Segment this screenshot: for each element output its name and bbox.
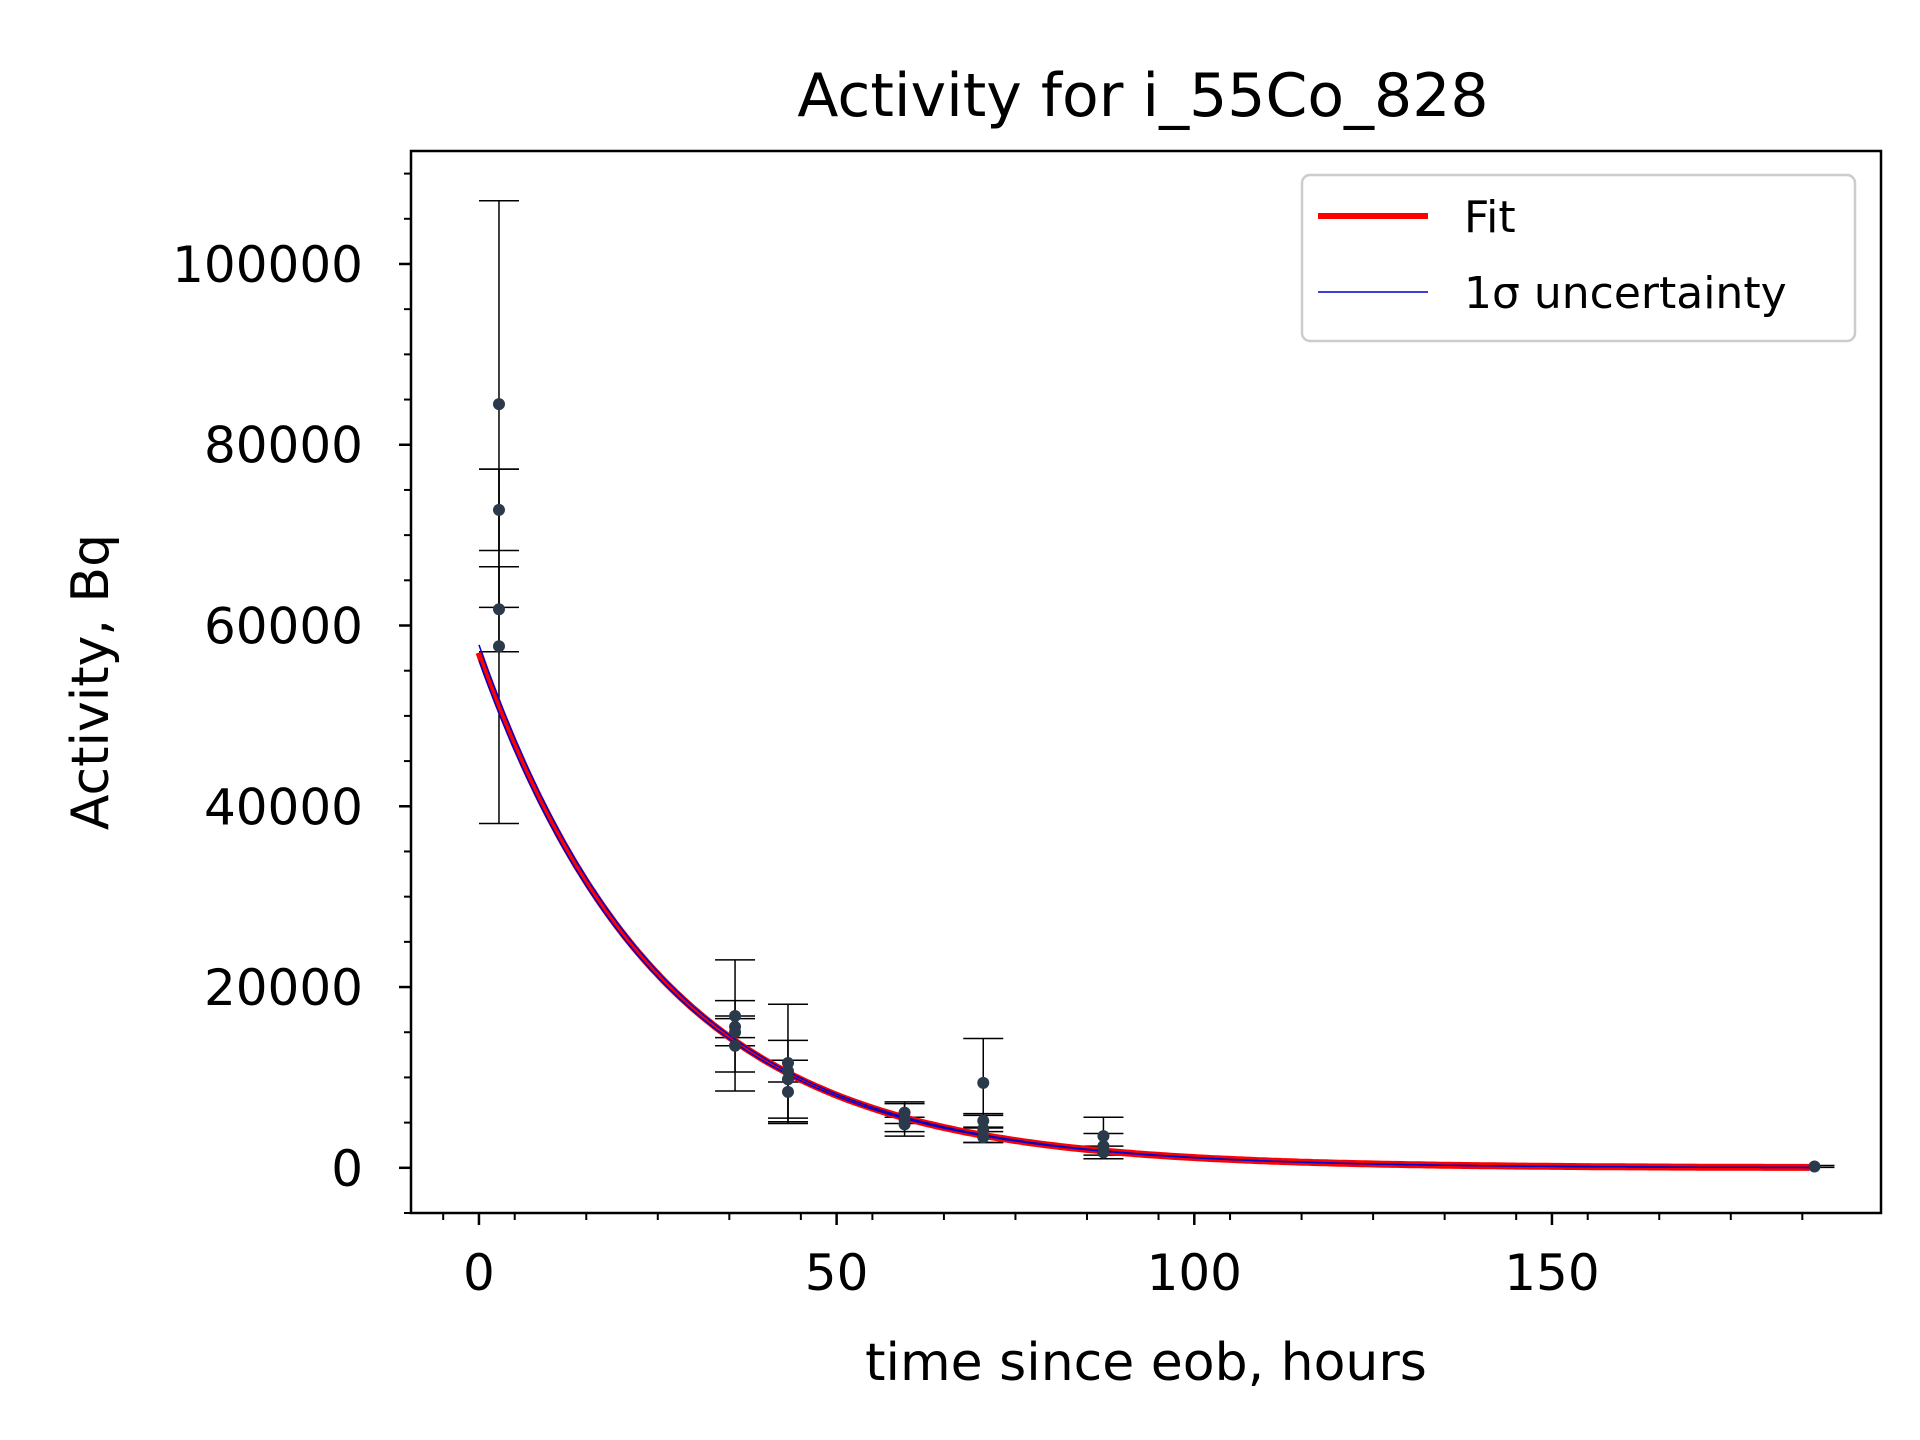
data-point xyxy=(781,1085,794,1098)
data-point xyxy=(977,1076,990,1089)
x-tick-label: 150 xyxy=(1504,1244,1599,1302)
uncertainty-lower-curve xyxy=(478,660,1810,1169)
x-tick-label: 100 xyxy=(1147,1244,1242,1302)
y-tick-label: 100000 xyxy=(172,236,363,294)
x-axis: 0 50 100 150 xyxy=(442,1213,1804,1302)
x-tick-label: 0 xyxy=(463,1244,495,1302)
x-tick-label: 50 xyxy=(805,1244,869,1302)
chart-title: Activity for i_55Co_828 xyxy=(797,61,1488,131)
data-point xyxy=(1097,1146,1110,1159)
y-tick-label: 0 xyxy=(331,1140,363,1198)
data-point xyxy=(1097,1130,1110,1143)
data-points xyxy=(492,398,1821,1173)
plot-frame xyxy=(409,149,1883,1215)
data-point xyxy=(729,1009,742,1022)
y-axis-label: Activity, Bq xyxy=(61,534,121,830)
data-point xyxy=(977,1131,990,1144)
data-point xyxy=(492,603,505,616)
y-tick-label: 40000 xyxy=(204,778,363,836)
data-point xyxy=(781,1073,794,1086)
y-tick-label: 60000 xyxy=(204,598,363,656)
legend-fit-label: Fit xyxy=(1464,192,1516,243)
data-point xyxy=(729,1026,742,1039)
data-point xyxy=(1808,1160,1821,1173)
y-tick-label: 80000 xyxy=(204,417,363,475)
legend: Fit 1σ uncertainty xyxy=(1300,173,1857,343)
data-point xyxy=(492,640,505,653)
data-point xyxy=(898,1118,911,1131)
data-point xyxy=(492,503,505,516)
x-axis-label: time since eob, hours xyxy=(865,1333,1427,1393)
legend-box xyxy=(1300,173,1857,343)
data-point xyxy=(492,398,505,411)
legend-uncertainty-label: 1σ uncertainty xyxy=(1464,268,1787,319)
data-point xyxy=(729,1039,742,1052)
y-tick-label: 20000 xyxy=(204,959,363,1017)
y-axis: 0 20000 40000 60000 80000 100000 xyxy=(172,172,411,1214)
fit-curves xyxy=(475,644,1810,1171)
